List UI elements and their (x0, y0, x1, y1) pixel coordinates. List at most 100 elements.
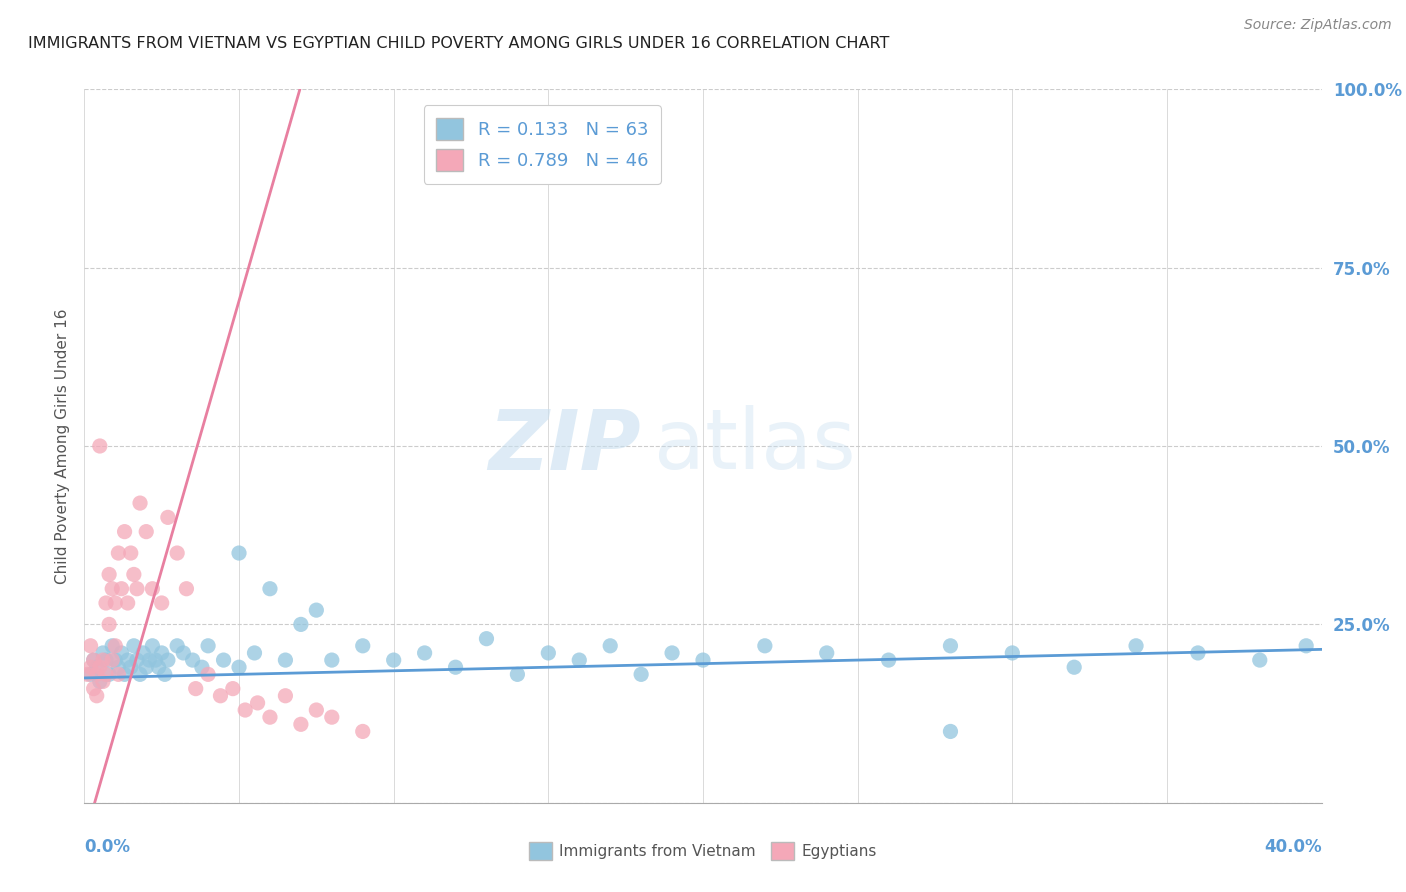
Text: atlas: atlas (654, 406, 855, 486)
Point (98, 567, 121, 582)
Point (506, 667, 529, 681)
Point (101, 582, 124, 596)
Point (537, 646, 560, 660)
Point (939, 724, 962, 739)
Point (89, 660, 111, 674)
Point (89, 439, 111, 453)
Point (212, 653, 235, 667)
Point (568, 653, 591, 667)
Point (191, 660, 214, 674)
Point (83, 681, 105, 696)
Point (197, 667, 219, 681)
Point (243, 646, 266, 660)
Point (101, 653, 124, 667)
Point (120, 660, 142, 674)
Point (754, 639, 776, 653)
Point (89, 674, 111, 689)
Point (148, 660, 170, 674)
Point (305, 603, 328, 617)
Point (79, 667, 101, 681)
Point (877, 653, 900, 667)
Point (94, 667, 117, 681)
Point (83, 653, 105, 667)
Point (94, 653, 117, 667)
Point (104, 596, 127, 610)
Point (184, 681, 207, 696)
Point (413, 646, 436, 660)
Text: 0.0%: 0.0% (84, 838, 131, 856)
Point (352, 724, 374, 739)
Point (153, 667, 176, 681)
Point (107, 546, 129, 560)
Point (692, 653, 714, 667)
Point (135, 524, 157, 539)
Point (91, 646, 114, 660)
Point (1001, 646, 1024, 660)
Point (98, 617, 121, 632)
Point (321, 653, 343, 667)
Point (156, 653, 179, 667)
Point (83, 653, 105, 667)
Point (138, 653, 160, 667)
Legend: Immigrants from Vietnam, Egyptians: Immigrants from Vietnam, Egyptians (523, 836, 883, 866)
Point (166, 639, 188, 653)
Point (98, 667, 121, 681)
Point (125, 582, 148, 596)
Point (86, 660, 108, 674)
Point (107, 667, 129, 681)
Point (228, 546, 250, 560)
Point (228, 660, 250, 674)
Point (135, 660, 157, 674)
Point (120, 546, 142, 560)
Point (114, 667, 136, 681)
Point (141, 582, 163, 596)
Point (86, 689, 108, 703)
Point (290, 617, 312, 632)
Point (79, 660, 101, 674)
Point (79, 639, 101, 653)
Point (91, 653, 114, 667)
Point (101, 639, 124, 653)
Point (132, 646, 155, 660)
Point (76, 667, 98, 681)
Text: 40.0%: 40.0% (1264, 838, 1322, 856)
Point (274, 689, 297, 703)
Point (233, 703, 256, 717)
Point (110, 646, 132, 660)
Point (599, 639, 621, 653)
Point (321, 710, 343, 724)
Point (630, 667, 652, 681)
Point (1063, 660, 1085, 674)
Point (114, 524, 136, 539)
Point (1187, 646, 1209, 660)
Point (150, 596, 173, 610)
Point (122, 639, 145, 653)
Point (1125, 639, 1147, 653)
Point (145, 653, 167, 667)
Point (1295, 639, 1317, 653)
Point (86, 667, 108, 681)
Point (444, 660, 467, 674)
Text: IMMIGRANTS FROM VIETNAM VS EGYPTIAN CHILD POVERTY AMONG GIRLS UNDER 16 CORRELATI: IMMIGRANTS FROM VIETNAM VS EGYPTIAN CHIL… (28, 36, 890, 51)
Point (1249, 653, 1271, 667)
Point (181, 653, 204, 667)
Text: ZIP: ZIP (488, 406, 641, 486)
Point (166, 546, 188, 560)
Point (939, 639, 962, 653)
Point (475, 632, 498, 646)
Point (172, 646, 194, 660)
Point (197, 639, 219, 653)
Point (141, 639, 163, 653)
Point (352, 639, 374, 653)
Point (259, 710, 281, 724)
Point (107, 660, 129, 674)
Point (117, 596, 139, 610)
Point (209, 689, 232, 703)
Point (290, 717, 312, 731)
Point (122, 567, 145, 582)
Point (156, 510, 179, 524)
Point (117, 653, 139, 667)
Point (259, 582, 281, 596)
Point (91, 674, 114, 689)
Point (104, 653, 127, 667)
